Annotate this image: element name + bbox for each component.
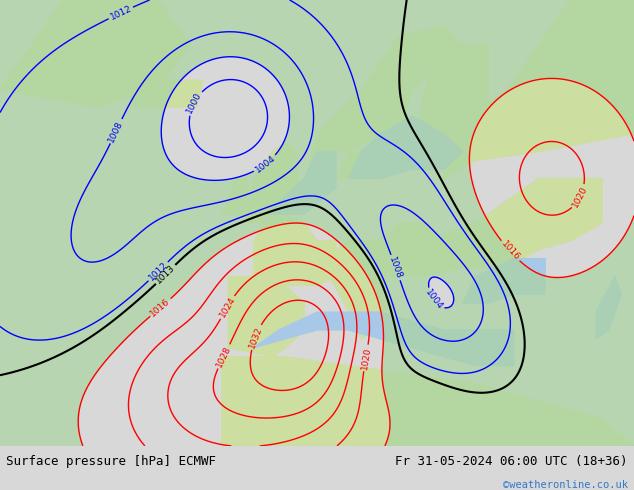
Text: 1020: 1020 xyxy=(571,185,589,209)
Text: 1008: 1008 xyxy=(107,119,125,144)
Text: 1016: 1016 xyxy=(149,296,172,318)
Text: 1032: 1032 xyxy=(247,325,264,349)
Polygon shape xyxy=(463,259,545,303)
Text: 1016: 1016 xyxy=(499,240,521,263)
Polygon shape xyxy=(127,80,203,107)
Polygon shape xyxy=(247,143,298,223)
Text: 1012: 1012 xyxy=(147,260,169,283)
Text: 1004: 1004 xyxy=(254,153,277,174)
Polygon shape xyxy=(222,178,247,214)
Text: Surface pressure [hPa] ECMWF: Surface pressure [hPa] ECMWF xyxy=(6,455,216,468)
Text: Fr 31-05-2024 06:00 UTC (18+36): Fr 31-05-2024 06:00 UTC (18+36) xyxy=(395,455,628,468)
Polygon shape xyxy=(330,259,387,339)
Polygon shape xyxy=(228,276,304,357)
Text: ©weatheronline.co.uk: ©weatheronline.co.uk xyxy=(503,480,628,490)
Polygon shape xyxy=(412,45,488,151)
Text: 1000: 1000 xyxy=(185,91,204,115)
Polygon shape xyxy=(266,151,336,214)
Text: 1028: 1028 xyxy=(215,344,233,368)
Text: 1004: 1004 xyxy=(424,288,444,312)
Text: 1020: 1020 xyxy=(359,346,372,370)
Polygon shape xyxy=(349,116,463,178)
Polygon shape xyxy=(222,357,634,446)
Polygon shape xyxy=(311,27,463,161)
Polygon shape xyxy=(596,276,621,339)
Polygon shape xyxy=(254,357,285,419)
Polygon shape xyxy=(336,151,361,178)
Polygon shape xyxy=(254,214,336,285)
Text: 1024: 1024 xyxy=(217,295,237,319)
Text: 1013: 1013 xyxy=(154,263,177,286)
Text: 1012: 1012 xyxy=(108,4,133,22)
Polygon shape xyxy=(0,0,190,107)
Polygon shape xyxy=(444,0,634,178)
Text: 1008: 1008 xyxy=(387,255,404,280)
Polygon shape xyxy=(254,312,514,366)
Polygon shape xyxy=(374,178,602,276)
Polygon shape xyxy=(317,223,444,276)
